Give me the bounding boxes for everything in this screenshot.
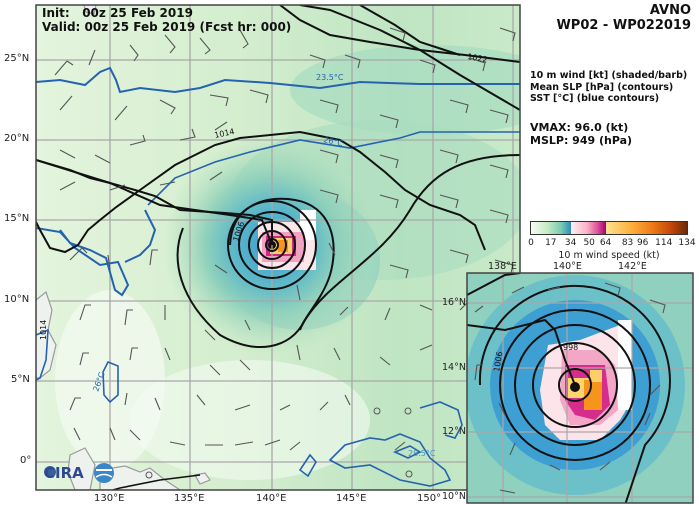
- colorbar-segment-64-134: [605, 222, 687, 234]
- lon-135e: 135°E: [174, 493, 205, 504]
- cb-tick-50: 50: [583, 238, 595, 248]
- label-sst-23-5: 23.5°C: [316, 73, 344, 82]
- inset-map: [467, 273, 693, 503]
- cb-tick-0: 0: [528, 238, 534, 248]
- main-graticule: [36, 5, 520, 490]
- inset-lat-16n: 16°N: [442, 297, 466, 308]
- init-line: Init: 00z 25 Feb 2019: [42, 6, 193, 20]
- lon-130e: 130°E: [94, 493, 125, 504]
- vmax-stat: VMAX: 96.0 (kt): [530, 121, 629, 134]
- valid-value: 00z 25 Feb 2019 (Fcst hr: 000): [84, 20, 292, 34]
- cb-tick-64: 64: [599, 238, 612, 248]
- lat-5n: 5°N: [11, 374, 30, 385]
- lat-25n: 25°N: [4, 53, 30, 64]
- cb-tick-34: 34: [564, 238, 577, 248]
- noaa-logo-icon: [94, 463, 114, 483]
- lon-140e: 140°E: [256, 493, 287, 504]
- cira-logo-text: CIRA: [44, 464, 84, 482]
- inset-lat-12n: 12°N: [442, 426, 466, 437]
- storm-title: WP02 - WP022019: [556, 18, 691, 33]
- valid-label: Valid:: [42, 20, 81, 34]
- inset-lat-14n: 14°N: [442, 362, 466, 373]
- lat-15n: 15°N: [4, 213, 30, 224]
- cb-tick-17: 17: [545, 238, 557, 248]
- inset-label-1006: 1006: [492, 351, 504, 373]
- valid-line: Valid: 00z 25 Feb 2019 (Fcst hr: 000): [42, 20, 291, 34]
- colorbar-segment-34-64: [570, 222, 606, 234]
- legend-sst: SST [°C] (blue contours): [530, 93, 660, 104]
- cb-tick-114: 114: [655, 238, 673, 248]
- inset-contour-labels: 1006 998: [492, 343, 578, 372]
- inset-map-frame: [466, 272, 694, 504]
- label-sst-26-a: 26°C: [323, 135, 345, 148]
- wind-colorbar: [530, 221, 688, 235]
- model-title: AVNO: [649, 3, 691, 18]
- label-1022: 1022: [467, 52, 489, 64]
- cb-tick-83: 83: [621, 238, 634, 248]
- legend-block: 10 m wind [kt] (shaded/barb) Mean SLP [h…: [530, 70, 687, 105]
- inset-lon-138e: 138°E: [488, 261, 517, 272]
- sst-contours: [36, 66, 520, 490]
- lat-0: 0°: [20, 455, 32, 466]
- slp-contours: [36, 5, 520, 490]
- colorbar-segment-0-34: [531, 222, 571, 234]
- storm-track: [36, 159, 273, 246]
- stats-block: VMAX: 96.0 (kt) MSLP: 949 (hPa): [530, 121, 632, 147]
- lon-145e: 145°E: [336, 493, 367, 504]
- label-sst-28-5: 28.5°C: [408, 449, 436, 458]
- legend-slp: Mean SLP [hPa] (contours): [530, 81, 674, 93]
- lat-20n: 20°N: [4, 133, 30, 144]
- inset-label-998: 998: [563, 343, 578, 352]
- cira-logo: CIRA: [44, 463, 114, 483]
- init-value: 00z 25 Feb 2019: [82, 6, 193, 20]
- calm-wind-markers: [145, 407, 413, 479]
- inset-lat-10n: 10°N: [442, 491, 466, 502]
- lat-10n: 10°N: [4, 294, 30, 305]
- wind-barbs: [54, 27, 516, 451]
- label-1014-b: 1014: [39, 320, 48, 340]
- cb-tick-134: 134: [678, 238, 696, 248]
- inset-lon-142e: 142°E: [618, 261, 647, 272]
- mslp-stat: MSLP: 949 (hPa): [530, 134, 633, 147]
- colorbar-ticks: 0 17 34 50 64 83 96 114 134: [528, 238, 695, 250]
- label-1014-a: 1014: [214, 127, 236, 140]
- main-map-frame: [35, 4, 521, 491]
- cb-tick-96: 96: [636, 238, 649, 248]
- legend-wind: 10 m wind [kt] (shaded/barb): [530, 70, 688, 81]
- init-label: Init:: [42, 6, 70, 20]
- lon-150e: 150°E: [417, 493, 448, 504]
- inset-lon-140e: 140°E: [553, 261, 582, 272]
- colorbar-label: 10 m wind speed (kt): [558, 250, 660, 261]
- coastlines: [36, 5, 211, 490]
